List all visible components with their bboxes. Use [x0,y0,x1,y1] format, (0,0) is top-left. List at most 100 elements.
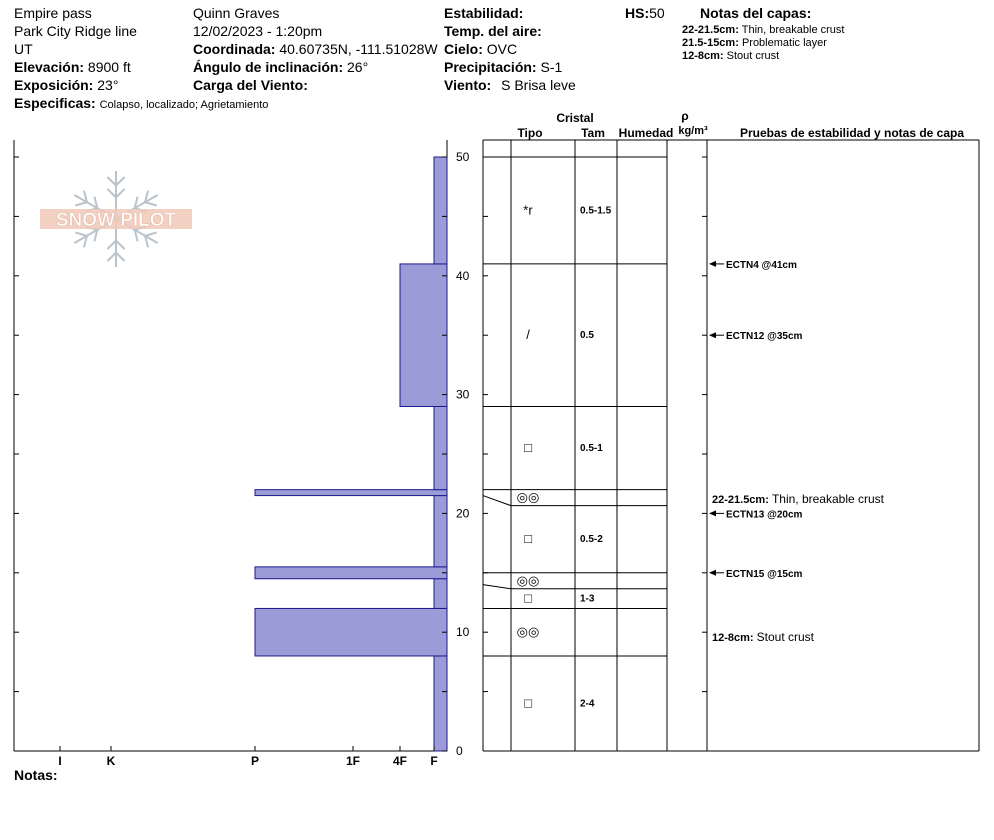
grain-size: 0.5-1.5 [580,205,612,216]
coordinate-value: 40.60735N, -111.51028W [279,41,438,57]
hardness-bar [433,655,448,752]
hardness-bar [433,578,448,609]
hs-value: 50 [649,5,665,21]
stability-test-label: ECTN4 @41cm [726,260,797,271]
layer-connector [482,495,512,507]
elevation-row: Elevación: 8900 ft [14,58,131,76]
precip-value: S-1 [540,59,563,75]
slope-row: Ángulo de inclinación: 26° [193,58,368,76]
grain-type-symbol: / [526,327,530,342]
aspect-value: 23° [97,77,119,93]
grain-size: 1-3 [580,594,595,605]
snowflake-branch [106,188,117,199]
coordinate-row: Coordinada: 40.60735N, -111.51028W [193,40,438,58]
sky-label: Cielo: [444,41,483,57]
elevation-value: 8900 ft [87,59,131,75]
grain-size: 0.5-1 [580,443,603,454]
sky-row: Cielo: OVC [444,40,517,58]
airtemp-row: Temp. del aire: [444,22,542,40]
y-tick-label: 50 [456,150,470,164]
specifics-row: Especificas: Colapso, localizado; Agriet… [14,94,268,114]
hardness-bar [254,566,448,580]
location-name: Empire pass [14,5,92,21]
col-density-unit: kg/m³ [678,125,708,137]
hardness-bar [399,263,448,407]
precip-label: Precipitación: [444,59,537,75]
snowflake-branch [144,190,149,203]
x-tick-label: 1F [346,754,360,768]
hs-row: HS:50 [625,4,665,22]
hs-label: HS: [625,5,650,21]
slope-value: 26° [347,59,369,75]
specifics-value: Colapso, localizado; Agrietamiento [99,99,269,111]
y-tick-label: 20 [456,506,470,520]
layer-note-range: 21.5-15cm: [682,37,739,49]
grain-type-symbol: ◎◎ [517,573,540,588]
layer-comment: 12-8cm: Stout crust [712,630,815,644]
grain-type-symbol: ◎◎ [517,490,540,505]
hardness-bar [433,495,448,568]
snowflake-branch [144,231,157,237]
hardness-plot: 0 10 20 30 40 50 I K P 1F 4F F [13,140,470,768]
y-tick-label: 10 [456,625,470,639]
x-tick-label: I [58,754,61,768]
hardness-bar [433,156,448,265]
col-tam: Tam [581,126,605,140]
datetime: 12/02/2023 - 1:20pm [193,23,323,39]
grain-size: 0.5 [580,330,594,341]
aspect-row: Exposición: 23° [14,76,118,94]
x-tick-label: K [107,754,116,768]
sky-value: OVC [486,41,518,57]
snowflake-branch [144,235,149,248]
observer-name: Quinn Graves [193,5,280,21]
x-tick-label: P [251,754,259,768]
precip-row: Precipitación: S-1 [444,58,562,76]
snowflake-branch [115,176,126,187]
col-tipo: Tipo [517,126,542,140]
specifics-label: Especificas: [14,95,96,111]
col-humedad: Humedad [619,126,674,140]
hardness-bar [254,489,448,497]
snowflake-branch [93,229,99,242]
hardness-bar [433,405,448,491]
stability-test-label: ECTN15 @15cm [726,569,803,580]
wind-row: Viento: S Brisa leve [444,76,576,94]
grain-type-symbol: □ [524,591,532,606]
snowflake-branch [75,201,88,207]
snowflake-branch [106,176,117,187]
test-arrow-head [709,569,716,576]
snowflake-branch [93,196,99,209]
logo-text: SNOW PILOT [56,210,177,231]
snowflake-branch [106,251,117,262]
windload-label: Carga del Viento: [193,77,308,93]
elevation-label: Elevación: [14,59,85,75]
snowpilot-logo: SNOW PILOT [40,171,192,267]
snowflake-branch [115,188,126,199]
grain-type-symbol: *r [523,202,533,217]
grain-size: 0.5-2 [580,534,603,545]
grain-type-symbol: □ [524,440,532,455]
snowflake-branch [133,229,139,242]
layer-note-item: 12-8cm: Stout crust [682,50,844,63]
snowflake-branch [83,190,88,203]
grain-type-symbol: □ [524,531,532,546]
grain-size: 2-4 [580,698,595,709]
stability-row: Estabilidad: [444,4,523,22]
snowflake-branch [115,251,126,262]
slope-label: Ángulo de inclinación: [193,59,344,75]
col-rho: ρ [681,109,688,123]
stability-test-label: ECTN13 @20cm [726,509,803,520]
grain-type-symbol: ◎◎ [517,624,540,639]
snowflake-branch [115,239,126,250]
airtemp-label: Temp. del aire: [444,23,542,39]
range-name: Park City Ridge line [14,23,137,39]
coordinate-label: Coordinada: [193,41,276,57]
y-tick-label: 0 [456,744,463,758]
grain-type-symbol: □ [524,695,532,710]
wind-value: S Brisa leve [501,77,576,93]
col-cristal: Cristal [556,111,593,125]
layer-note-item: 21.5-15cm: Problematic layer [682,37,844,50]
layer-note-item: 22-21.5cm: Thin, breakable crust [682,24,844,37]
x-tick-label: F [430,754,437,768]
